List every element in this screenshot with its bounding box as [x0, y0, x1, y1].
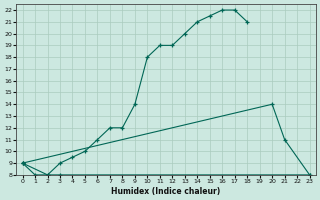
X-axis label: Humidex (Indice chaleur): Humidex (Indice chaleur)	[111, 187, 221, 196]
